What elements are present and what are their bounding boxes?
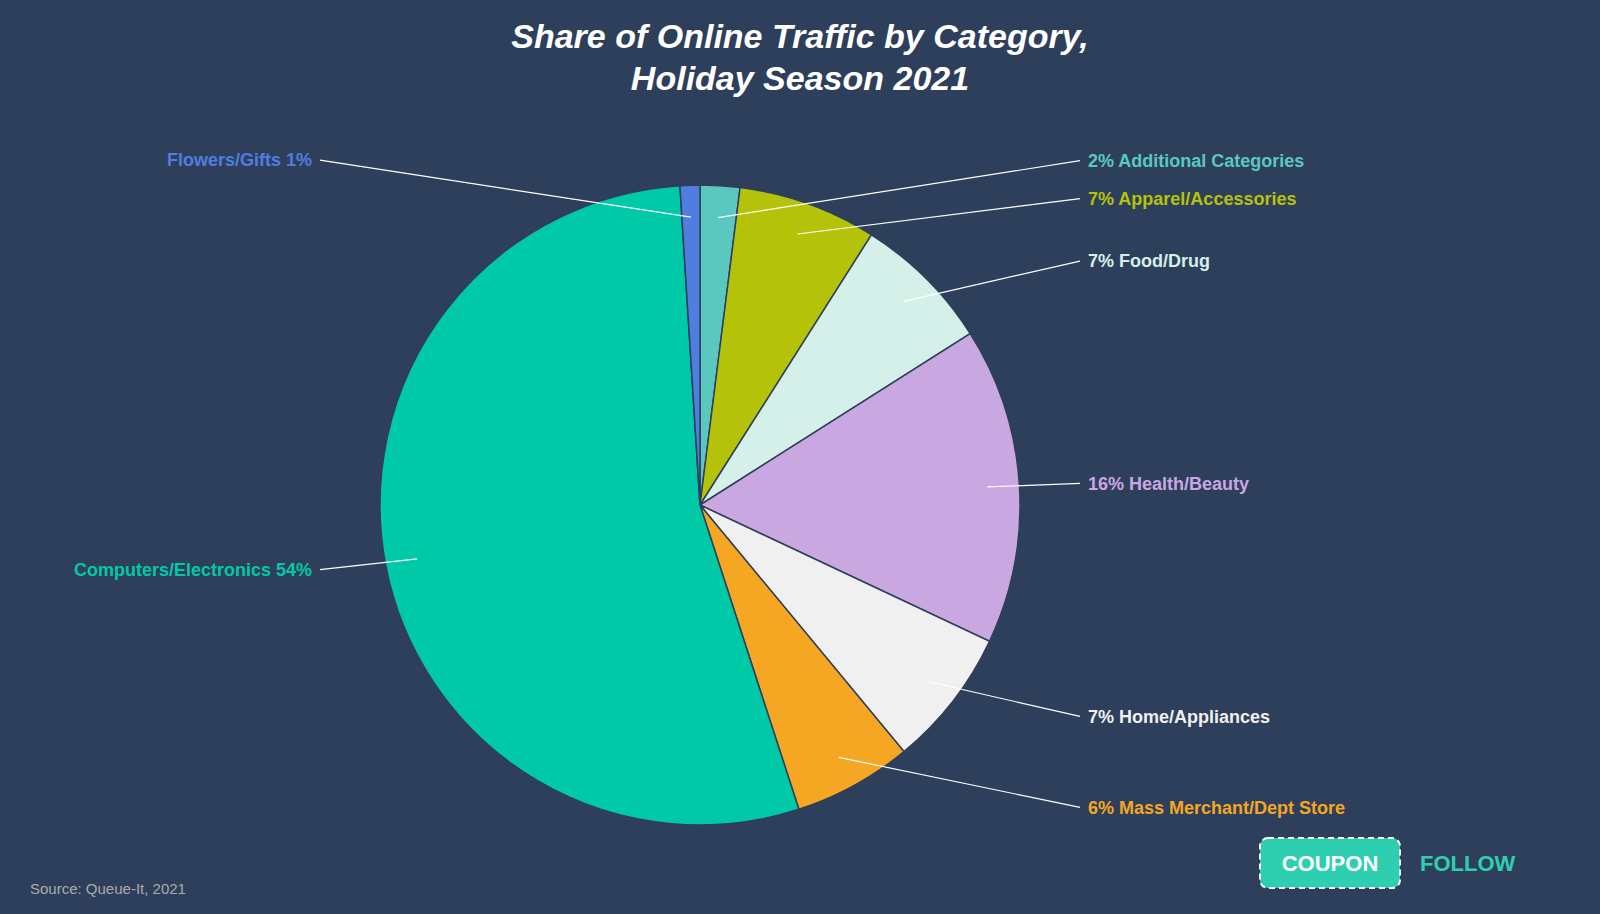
data-label: 7% Home/Appliances [1088, 707, 1270, 727]
leader-line [320, 559, 417, 570]
leader-line [904, 261, 1080, 301]
data-label: 16% Health/Beauty [1088, 474, 1249, 494]
data-label: 7% Food/Drug [1088, 251, 1210, 271]
title-line: Share of Online Traffic by Category, [511, 17, 1089, 55]
source: Source: Queue-It, 2021 [30, 880, 186, 897]
data-label: Computers/Electronics 54% [74, 560, 312, 580]
data-label: 7% Apparel/Accessories [1088, 189, 1296, 209]
logo-box [1260, 838, 1400, 888]
pie: 2% Additional Categories 7% Apparel/Acces… [74, 150, 1345, 825]
data-label: 6% Mass Merchant/Dept Store [1088, 798, 1345, 818]
leader-line [718, 161, 1080, 218]
leader-line [320, 160, 691, 217]
title-line: Holiday Season 2021 [631, 59, 969, 97]
title: Share of Online Traffic by Category, Holi… [511, 17, 1089, 97]
leader-line [987, 483, 1080, 487]
background [0, 0, 1600, 914]
leader-line [928, 682, 1080, 717]
leader-line [798, 199, 1080, 234]
slice [380, 186, 799, 825]
leader-line [839, 757, 1080, 807]
chart: Share of Online Traffic by Category, Holi… [0, 0, 1600, 914]
logo-text: FOLLOW [1420, 851, 1516, 876]
data-label: 2% Additional Categories [1088, 151, 1304, 171]
slice [680, 185, 700, 505]
logo-text: COUPON [1282, 851, 1379, 876]
data-label: Flowers/Gifts 1% [167, 150, 312, 170]
